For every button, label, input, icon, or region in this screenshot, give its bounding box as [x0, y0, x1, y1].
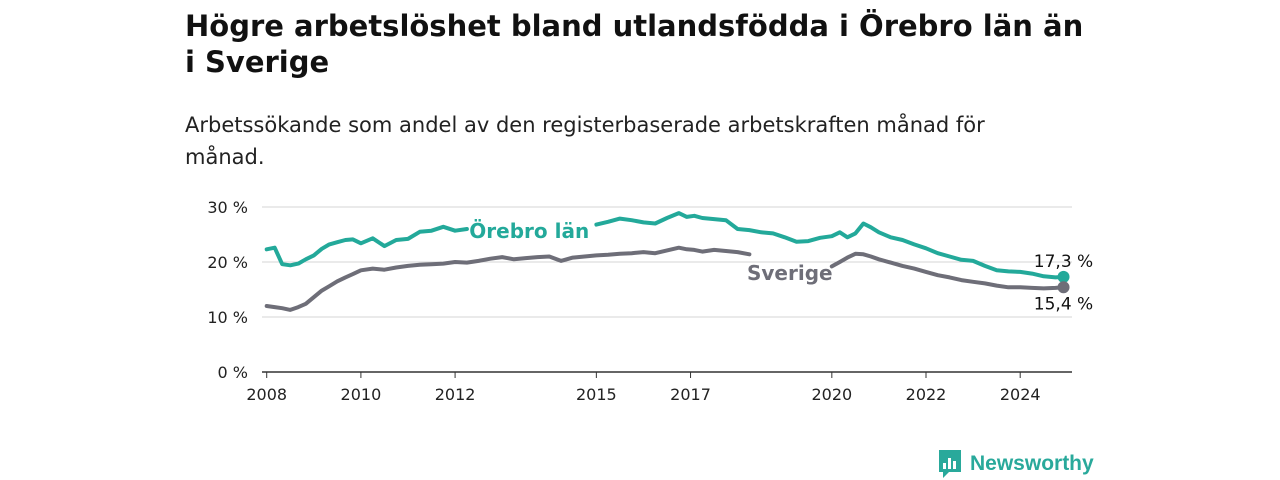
brand-name: Newsworthy	[970, 452, 1094, 475]
x-tick-label: 2020	[811, 385, 852, 404]
series-end-point	[1057, 270, 1070, 283]
chart-subtitle: Arbetssökande som andel av den registerb…	[185, 113, 985, 169]
x-tick-label: 2010	[341, 385, 382, 404]
newsworthy-chart-bubble-icon	[939, 450, 961, 478]
x-tick-label: 2017	[670, 385, 711, 404]
end-value-orebro: 17,3 %	[1034, 252, 1093, 272]
series-line-orebro	[264, 224, 469, 268]
end-value-sverige: 15,4 %	[1034, 294, 1093, 314]
chart-title: Högre arbetslöshet bland utlandsfödda i …	[185, 9, 1084, 79]
series-labels: Örebro län Sverige 17,3 % 15,4 %	[469, 219, 1093, 314]
newsworthy-logo: Newsworthy	[937, 449, 1094, 479]
x-tick-label: 2015	[576, 385, 617, 404]
x-tick-label: 2008	[246, 385, 287, 404]
series-end-point	[1057, 281, 1070, 294]
series-line-orebro	[594, 211, 1066, 280]
y-tick-label: 0 %	[218, 363, 248, 382]
gridlines	[262, 206, 1072, 373]
x-tick-label: 2022	[906, 385, 947, 404]
y-tick-label: 10 %	[207, 308, 248, 327]
y-axis-ticks: 0 % 10 % 20 % 30 %	[207, 198, 248, 382]
series-name-orebro: Örebro län	[469, 219, 589, 243]
series-line-sverige	[264, 245, 752, 312]
x-tick-label: 2024	[1000, 385, 1041, 404]
x-axis-ticks: 2008 2010 2012 2015 2017 2020 2022 2024	[246, 372, 1041, 404]
x-tick-label: 2012	[435, 385, 476, 404]
series-lines	[264, 211, 1070, 312]
series-line-sverige	[829, 251, 1066, 291]
y-tick-label: 20 %	[207, 253, 248, 272]
series-name-sverige: Sverige	[747, 261, 833, 285]
y-tick-label: 30 %	[207, 198, 248, 217]
